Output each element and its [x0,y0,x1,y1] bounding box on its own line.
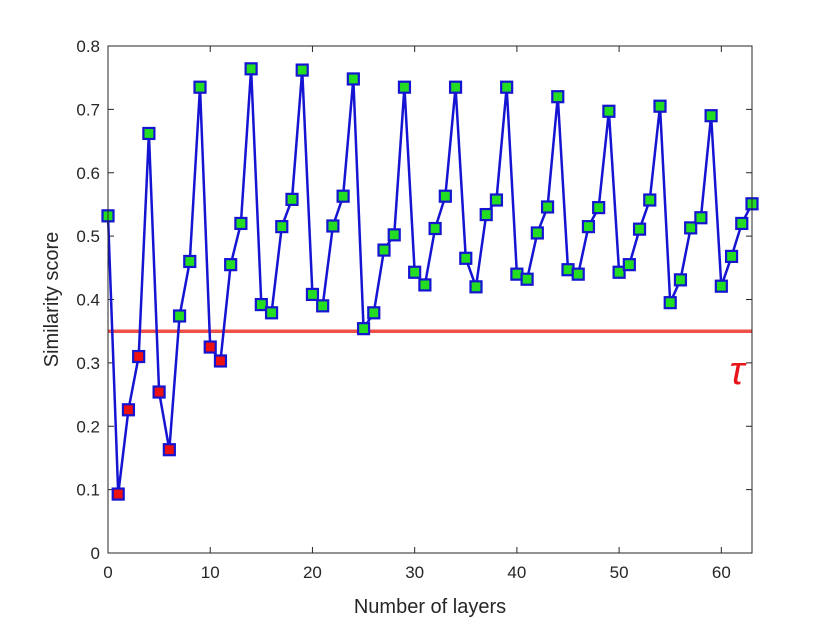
data-point-2 [121,403,136,417]
series-line-0 [106,67,754,496]
data-point-55 [663,296,677,310]
data-point-16 [264,306,279,320]
data-point-18 [285,192,299,206]
axis-ticks: 0 10 20 30 40 50 60 0 0.1 0.2 0.3 0.4 0.5 0.6 0.7 0.8 [76,37,752,582]
x-tick-label-4: 40 [507,563,526,582]
data-point-43 [540,200,555,214]
data-point-1 [111,487,125,501]
data-point-61 [724,249,739,264]
data-point-51 [622,258,636,272]
data-point-54 [653,99,667,113]
y-tick-label-2: 0.2 [76,417,100,436]
data-point-7 [172,309,187,323]
data-point-36 [469,280,483,294]
data-point-38 [489,193,504,207]
y-tick-label-1: 0.1 [76,481,100,500]
data-point-15 [254,297,268,312]
data-point-8 [183,254,197,269]
data-point-49 [602,104,616,118]
data-point-42 [530,226,544,240]
x-tick-label-0: 0 [103,563,112,582]
data-point-62 [735,216,749,231]
plot-frame [107,45,753,554]
data-point-60 [714,279,728,293]
data-point-20 [305,287,320,302]
data-point-17 [275,220,289,234]
y-tick-label-3: 0.3 [76,354,100,373]
data-point-22 [326,219,340,233]
x-axis-label: Number of layers [354,596,506,618]
data-point-14 [244,62,258,76]
data-point-27 [377,243,391,257]
data-point-5 [152,385,166,399]
data-point-50 [612,265,626,279]
data-point-24 [346,72,360,86]
data-point-33 [438,189,452,203]
data-point-41 [520,272,534,286]
data-point-6 [162,443,176,457]
series-group [101,62,759,501]
data-point-35 [459,251,473,265]
data-point-10 [203,340,217,354]
x-tick-label-3: 30 [405,563,424,582]
data-point-59 [704,109,718,123]
data-point-11 [213,354,228,368]
y-tick-label-0: 0 [91,544,100,563]
y-tick-label-5: 0.5 [76,227,100,246]
data-point-53 [643,193,657,207]
threshold-tau-label: τ [730,349,748,393]
y-tick-label-7: 0.7 [76,100,100,119]
data-point-30 [408,265,422,279]
data-point-52 [632,222,647,236]
data-point-4 [142,126,156,141]
y-axis-label: Similarity score [41,232,63,368]
data-point-39 [500,80,514,94]
y-tick-label-8: 0.8 [76,37,100,56]
data-point-9 [193,80,207,94]
data-point-19 [295,63,309,77]
data-point-23 [336,189,350,203]
data-point-25 [356,322,371,336]
data-point-57 [684,221,698,235]
data-point-48 [592,201,606,215]
y-tick-label-6: 0.6 [76,164,100,183]
data-point-32 [428,221,442,236]
data-point-46 [571,267,585,281]
data-point-13 [234,216,248,231]
data-point-58 [694,211,708,225]
x-tick-label-2: 20 [303,563,322,582]
data-point-28 [387,228,401,242]
data-point-12 [224,258,238,272]
data-point-3 [132,349,146,364]
data-point-31 [418,278,432,292]
y-tick-label-4: 0.4 [76,291,100,310]
data-point-47 [581,220,596,234]
x-tick-label-1: 10 [201,563,220,582]
data-point-21 [316,299,330,313]
data-point-26 [367,306,381,320]
data-point-44 [551,90,565,104]
x-tick-label-5: 50 [610,563,629,582]
data-point-34 [448,80,463,94]
data-point-37 [479,207,493,222]
data-point-29 [397,80,412,94]
x-tick-label-6: 60 [712,563,731,582]
data-point-56 [673,273,688,287]
